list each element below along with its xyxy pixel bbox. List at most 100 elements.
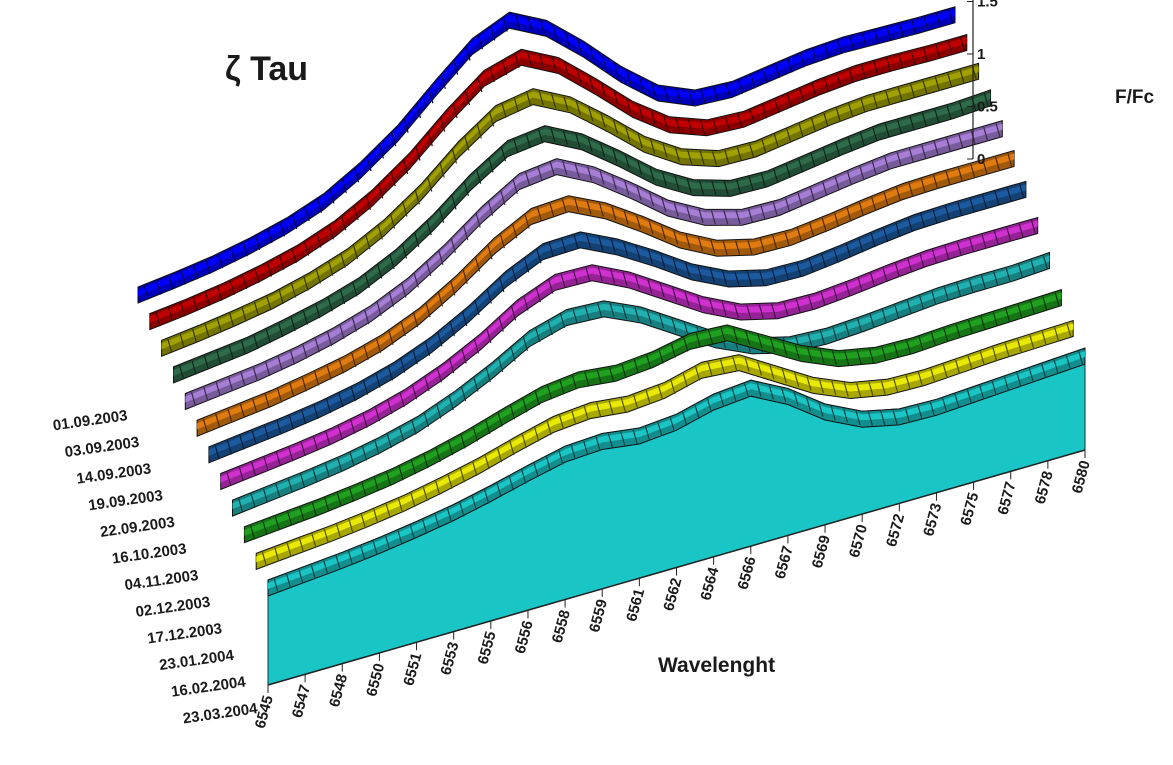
ribbon-hatch: [599, 170, 605, 185]
ribbon-hatch: [340, 289, 346, 305]
ribbon-hatch: [797, 192, 803, 207]
ribbon-hatch: [273, 578, 279, 593]
ribbon-hatch: [846, 171, 853, 186]
ribbon-hatch: [239, 403, 245, 418]
ribbon-hatch: [266, 296, 272, 311]
ribbon-hatch: [623, 241, 629, 257]
x-tick-label: 6567: [772, 544, 797, 581]
ribbon-hatch: [958, 101, 965, 116]
ribbon-hatch: [350, 419, 356, 434]
ribbon-hatch: [895, 222, 901, 238]
ribbon-hatch: [694, 404, 700, 420]
ribbon-hatch: [611, 175, 617, 190]
ribbon-hatch: [239, 435, 245, 450]
ribbon-hatch: [634, 274, 640, 290]
ribbon-hatch: [871, 196, 877, 212]
x-tick-label: 6550: [363, 662, 388, 699]
ribbon-hatch: [944, 245, 950, 260]
series-label: 17.12.2003: [146, 620, 223, 647]
ribbon-hatch: [323, 560, 329, 575]
ribbon-hatch: [314, 371, 320, 386]
ribbon-hatch: [415, 146, 421, 161]
ribbon-hatch: [873, 29, 880, 44]
ribbon-hatch: [798, 123, 804, 138]
ribbon-hatch: [884, 123, 890, 138]
ribbon-hatch: [769, 364, 775, 380]
ribbon-hatch: [291, 283, 297, 298]
ribbon-hatch: [847, 137, 853, 152]
ribbon-hatch: [262, 488, 269, 503]
series-crest-8: [220, 220, 1038, 483]
x-axis: 6545 6547 6548 6550 6551 6553 6555 6556 6558 6559…: [252, 450, 1094, 730]
ribbon-hatch: [632, 429, 638, 445]
ribbon-hatch: [551, 57, 557, 72]
ribbon-hatch: [750, 74, 756, 89]
ribbon-hatch: [216, 318, 222, 333]
ribbon-hatch: [798, 158, 804, 173]
ribbon-hatch: [596, 369, 602, 384]
ribbon-hatch: [980, 275, 987, 290]
ribbon-hatch: [397, 530, 403, 545]
ribbon-hatch: [436, 368, 442, 383]
ribbon-hatch: [947, 73, 953, 88]
ribbon-hatch: [818, 379, 824, 394]
ribbon-hatch: [278, 289, 284, 305]
ribbon-hatch: [672, 257, 678, 273]
ribbon-hatch: [241, 307, 247, 322]
ribbon-hatch: [464, 90, 471, 106]
ribbon-hatch: [795, 298, 801, 314]
ribbon-hatch: [647, 279, 653, 294]
ribbon-hatch: [856, 382, 862, 398]
ribbon-hatch: [597, 266, 603, 282]
ribbon-hatch: [1005, 308, 1011, 323]
ribbon-hatch: [721, 301, 727, 316]
ribbon-hatch: [809, 222, 815, 238]
ribbon-hatch: [744, 383, 750, 398]
ribbon-hatch: [671, 318, 677, 333]
ribbon-hatch: [264, 393, 270, 409]
ribbon-hatch: [203, 355, 209, 370]
ribbon-hatch: [300, 473, 306, 488]
ribbon-hatch: [337, 425, 343, 440]
ribbon-hatch: [401, 244, 408, 259]
ribbon-hatch: [190, 391, 197, 407]
ribbon-hatch: [363, 345, 369, 360]
ribbon-hatch: [426, 261, 432, 277]
ribbon-hatch: [931, 249, 938, 264]
ribbon-hatch: [812, 48, 818, 63]
ribbon-hatch: [896, 151, 902, 167]
ribbon-hatch: [598, 236, 604, 251]
ribbon-hatch: [991, 380, 997, 396]
ribbon-hatch: [279, 222, 285, 237]
ribbon-hatch: [386, 433, 392, 449]
ribbon-hatch: [298, 538, 305, 553]
ribbon-hatch: [341, 216, 347, 231]
ribbon-hatch: [252, 367, 258, 382]
series-crest-6: [197, 153, 1015, 430]
ribbon-hatch: [682, 373, 688, 388]
ribbon-hatch: [856, 349, 862, 365]
ribbon-hatch: [796, 262, 802, 277]
ribbon-hatch: [786, 128, 792, 143]
ribbon-hatch: [966, 389, 972, 404]
ribbon-hatch: [397, 498, 404, 513]
ribbon-hatch: [749, 143, 755, 158]
ribbon-hatch: [845, 243, 851, 258]
ribbon-hatch: [660, 225, 666, 240]
ribbon-hatch: [325, 431, 331, 446]
ribbon-hatch: [324, 463, 330, 478]
ribbon-hatch: [301, 409, 307, 425]
ribbon-hatch: [509, 440, 515, 456]
series-label: 23.03.2004: [182, 700, 259, 727]
ribbon-hatch: [786, 93, 792, 108]
z-tick-label: 1.5: [977, 0, 998, 11]
ribbon-hatch: [252, 398, 258, 414]
ribbon-hatch: [547, 320, 553, 336]
ribbon-hatch: [623, 210, 629, 225]
ribbon-hatch: [746, 304, 752, 319]
ribbon-hatch: [390, 214, 396, 229]
ribbon-hatch: [843, 382, 849, 397]
ribbon-hatch: [849, 36, 855, 51]
ribbon-hatch: [931, 290, 937, 306]
ribbon-hatch: [240, 372, 246, 387]
